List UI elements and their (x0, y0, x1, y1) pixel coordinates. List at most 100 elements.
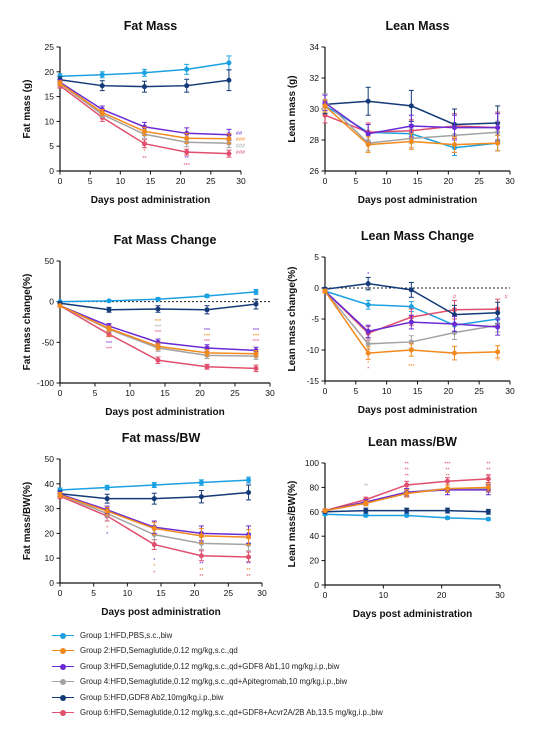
x-tick-label: 5 (353, 176, 358, 186)
legend-item-group-1: Group 1:HFD,PBS,s.c.,biw (52, 628, 542, 643)
data-point (365, 98, 371, 104)
y-axis-label: Lean mass (g) (287, 75, 298, 142)
significance-label: ** (246, 574, 251, 580)
y-tick-label: 0 (49, 297, 54, 307)
data-point (363, 500, 369, 506)
significance-label: * (367, 272, 370, 278)
data-point (99, 109, 105, 115)
series-2 (322, 288, 501, 361)
legend-swatch (52, 679, 74, 686)
data-point (141, 128, 147, 134)
data-point (485, 516, 491, 522)
data-point (106, 331, 112, 337)
series-5 (57, 298, 259, 315)
legend-marker-icon (60, 648, 66, 655)
data-point (184, 149, 190, 155)
significance-label: # (505, 295, 509, 301)
x-tick-label: 20 (176, 176, 186, 186)
data-point (57, 303, 63, 309)
data-point (365, 341, 371, 347)
legend-label: Group 1:HFD,PBS,s.c.,biw (80, 631, 173, 640)
data-point (104, 508, 110, 514)
x-axis-label: Days post administration (358, 195, 477, 206)
x-tick-label: 30 (505, 176, 515, 186)
x-tick-label: 30 (265, 388, 275, 398)
y-tick-label: 60 (310, 507, 320, 517)
data-point (452, 321, 457, 327)
significance-label: ### (236, 137, 246, 143)
x-tick-label: 25 (474, 386, 484, 396)
x-tick-label: 5 (88, 176, 93, 186)
data-point (184, 66, 190, 72)
significance-label: # (453, 295, 457, 301)
legend-swatch (52, 709, 74, 716)
legend-item-group-4: Group 4:HFD,Semaglutide,0.12 mg/kg,s.c.,… (52, 674, 542, 689)
data-point (365, 302, 371, 308)
x-tick-label: 15 (413, 176, 423, 186)
x-axis-label: Days post administration (91, 195, 210, 206)
series-6 (57, 82, 232, 158)
y-tick-label: 0 (49, 578, 54, 588)
significance-label: * (153, 564, 156, 570)
significance-label: *** (204, 333, 211, 339)
y-axis-label: Fat mass/BW(%) (22, 482, 33, 560)
x-tick-label: 5 (91, 588, 96, 598)
x-tick-label: 10 (123, 588, 133, 598)
data-point (485, 509, 491, 515)
data-point (253, 365, 259, 371)
significance-label: * (367, 361, 370, 367)
data-point (408, 347, 414, 353)
chart-panel-6: Lean mass/BW 0 10 20 30 0 20 40 60 80 100 Days post… (287, 435, 505, 620)
y-tick-label: 28 (310, 135, 320, 145)
legend-marker-icon (60, 663, 66, 670)
legend-marker-icon (60, 694, 66, 701)
significance-label: ** (199, 562, 204, 568)
y-tick-label: 15 (45, 92, 55, 102)
data-point (363, 512, 369, 518)
y-tick-label: 40 (310, 531, 320, 541)
y-tick-label: 100 (305, 458, 319, 468)
significance-label: * (106, 526, 109, 532)
significance-label: * (497, 359, 500, 365)
y-tick-label: 50 (45, 454, 55, 464)
y-tick-label: 20 (45, 67, 55, 77)
x-tick-label: 20 (444, 386, 454, 396)
x-tick-label: 0 (58, 176, 63, 186)
data-point (495, 140, 501, 146)
data-point (408, 304, 414, 310)
data-point (408, 287, 414, 293)
data-point (365, 142, 371, 148)
data-point (99, 83, 105, 89)
legend-marker-icon (60, 679, 66, 686)
data-point (253, 351, 259, 357)
legend-item-group-2: Group 2:HFD,Semaglutide,0.12 mg/kg,s.c.,… (52, 643, 542, 658)
x-tick-label: 10 (382, 176, 392, 186)
chart-title: Fat Mass (124, 19, 178, 33)
legend-swatch (52, 633, 74, 639)
data-point (246, 489, 252, 495)
x-tick-label: 10 (125, 388, 135, 398)
significance-label: * (143, 149, 146, 155)
y-tick-label: 50 (45, 256, 55, 266)
data-point (155, 357, 161, 363)
significance-label: ** (185, 156, 190, 162)
legend-marker-icon (60, 633, 66, 639)
significance-label: ** (364, 483, 369, 489)
x-tick-label: 15 (146, 176, 156, 186)
x-tick-label: 15 (156, 588, 166, 598)
chart-title: Lean Mass Change (361, 229, 474, 243)
series-2 (322, 99, 501, 153)
y-axis-label: Lean mass change(%) (287, 266, 298, 371)
x-tick-label: 5 (93, 388, 98, 398)
x-tick-label: 30 (257, 588, 267, 598)
significance-label: ### (236, 150, 246, 156)
y-tick-label: 26 (310, 166, 320, 176)
legend-label: Group 6:HFD,Semaglutide,0.12 mg/kg,s.c.,… (80, 707, 383, 717)
data-point (246, 477, 252, 483)
y-tick-label: 40 (45, 479, 55, 489)
series-3 (322, 288, 501, 339)
y-tick-label: -50 (42, 337, 55, 347)
data-point (445, 478, 450, 484)
data-point (57, 80, 63, 86)
data-point (246, 534, 252, 540)
